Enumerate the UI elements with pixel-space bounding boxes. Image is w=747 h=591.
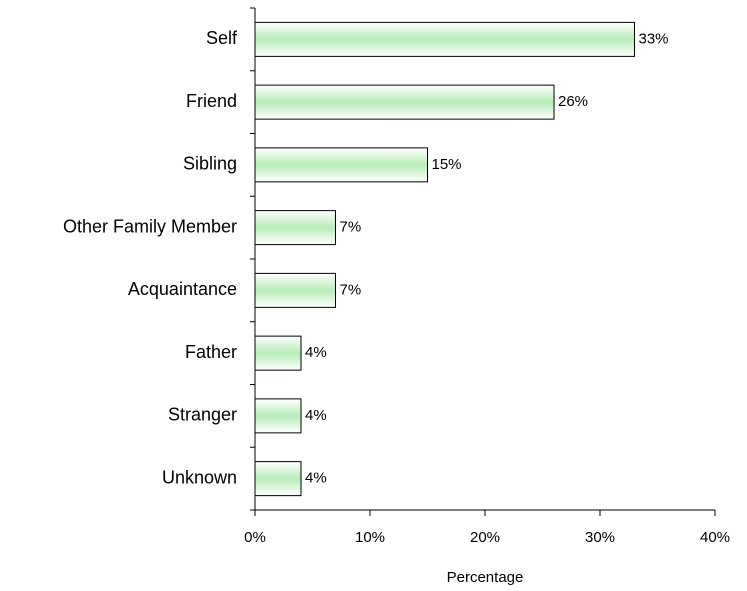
bar: [254, 461, 302, 497]
y-tick-label: Unknown: [162, 467, 237, 487]
y-tick-label: Friend: [186, 91, 237, 111]
bar: [254, 398, 302, 434]
bar: [254, 210, 336, 246]
bar: [254, 272, 336, 308]
y-tick-label: Self: [206, 28, 238, 48]
y-tick-label: Father: [185, 342, 237, 362]
value-label: 4%: [305, 344, 327, 361]
bar: [254, 21, 635, 57]
y-tick-label: Acquaintance: [128, 279, 237, 299]
value-label: 15%: [432, 156, 462, 173]
bar: [254, 84, 555, 120]
y-tick-label: Other Family Member: [63, 216, 237, 236]
x-tick-label: 30%: [585, 529, 615, 546]
y-tick-label: Sibling: [183, 154, 237, 174]
x-axis-title: Percentage: [447, 569, 524, 586]
bar: [254, 335, 302, 371]
x-tick-label: 20%: [470, 529, 500, 546]
x-tick-label: 10%: [355, 529, 385, 546]
value-label: 4%: [305, 407, 327, 424]
value-label: 4%: [305, 470, 327, 487]
value-label: 33%: [639, 30, 669, 47]
x-tick-label: 40%: [700, 529, 730, 546]
y-tick-label: Stranger: [168, 405, 237, 425]
value-label: 7%: [340, 281, 362, 298]
bar: [254, 147, 428, 183]
value-label: 7%: [340, 219, 362, 236]
value-label: 26%: [558, 93, 588, 110]
x-tick-label: 0%: [244, 529, 266, 546]
